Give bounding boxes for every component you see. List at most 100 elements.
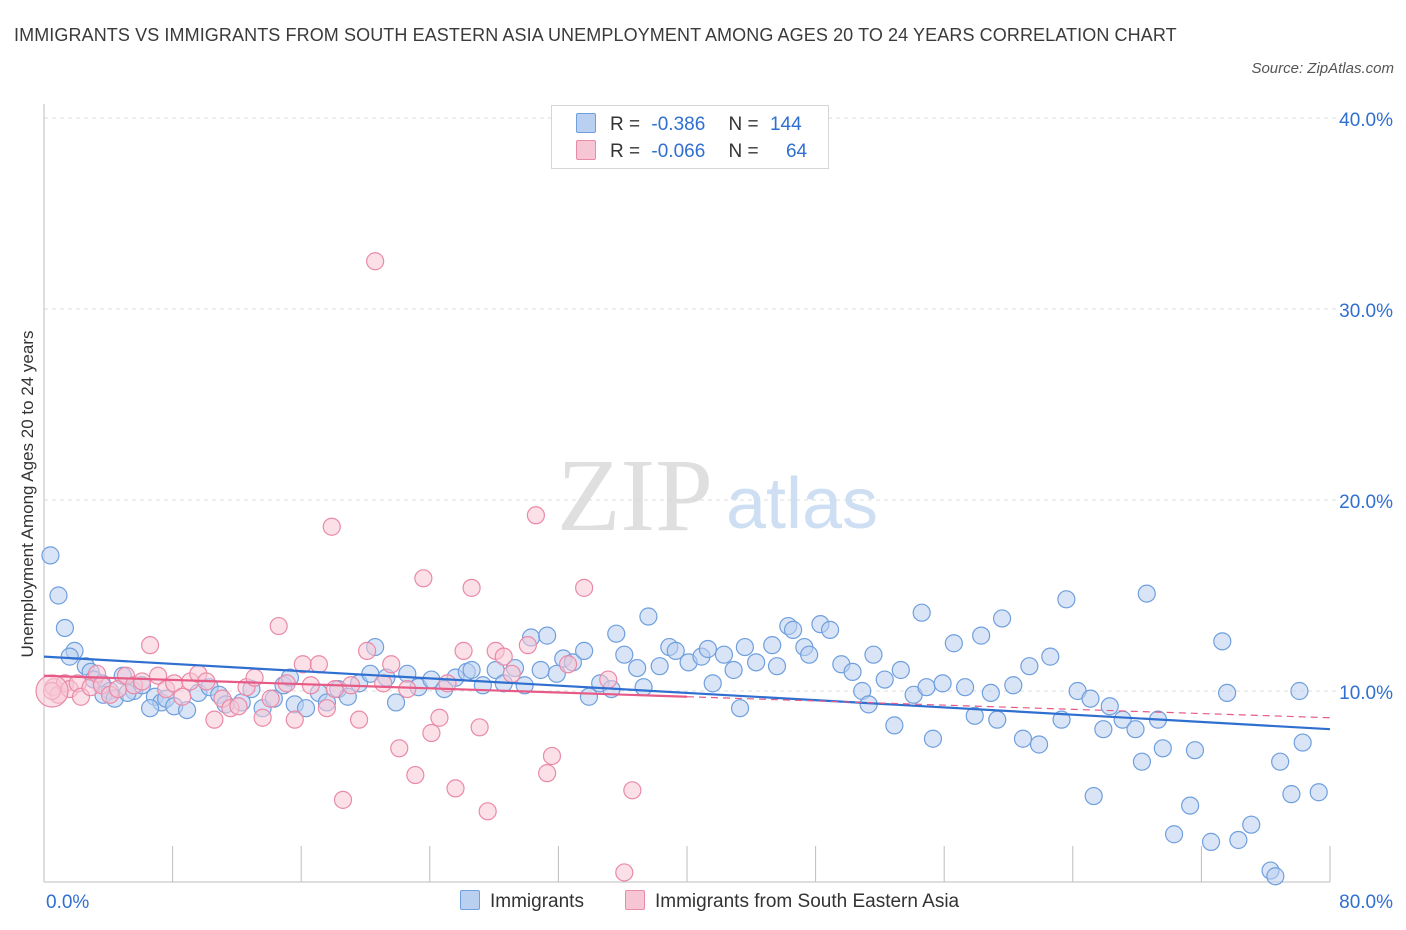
immigrants-point-129 [1181, 796, 1200, 815]
immigrants-point-94 [864, 645, 883, 664]
immigrants-point-97 [891, 660, 910, 680]
immigrants-point-108 [988, 710, 1007, 729]
immigrants-point-101 [923, 729, 943, 748]
sea-point-42 [366, 252, 385, 271]
immigrants-point-43 [398, 664, 417, 683]
immigrants-point-137 [1266, 867, 1285, 886]
sea-point-68 [538, 764, 557, 783]
sea-point-53 [454, 641, 473, 660]
immigrants-point-67 [628, 658, 647, 678]
immigrants-point-113 [1029, 735, 1049, 754]
legend-row-immigrants: R = -0.386 N = 144 [576, 113, 802, 137]
immigrants-point-20 [140, 699, 160, 718]
sea-point-62 [542, 746, 562, 766]
immigrants-point-135 [1242, 815, 1261, 834]
immigrants-point-131 [1201, 832, 1221, 851]
sea-point-49 [422, 723, 441, 743]
immigrants-point-95 [875, 670, 894, 689]
sea-point-67 [322, 517, 341, 536]
y-tick-label-2: 30.0% [1339, 301, 1393, 322]
sea-point-47 [406, 765, 425, 785]
sea-point-35 [309, 655, 328, 674]
sea-point-50 [430, 708, 449, 727]
immigrants-point-42 [386, 693, 406, 712]
immigrants-point-77 [714, 645, 734, 664]
immigrants-point-69 [634, 678, 653, 697]
legend-swatch-pink [576, 140, 596, 160]
immigrants-point-128 [1164, 825, 1184, 844]
sea-point-36 [317, 699, 337, 718]
immigrants-point-133 [1218, 683, 1237, 703]
legend-n-value: 144 [769, 114, 802, 135]
legend-n-value: 64 [785, 141, 808, 162]
sea-point-65 [615, 863, 634, 882]
immigrants-point-107 [981, 683, 1000, 703]
sea-point-46 [398, 679, 417, 699]
immigrants-point-142 [1309, 783, 1328, 802]
legend-label-immigrants: Immigrants [490, 891, 584, 912]
axes [43, 104, 1331, 883]
sea-point-40 [349, 710, 369, 729]
y-tick-label-1: 20.0% [1339, 492, 1393, 513]
immigrants-point-62 [579, 687, 599, 706]
sea-point-52 [446, 779, 465, 798]
immigrants-point-72 [666, 641, 685, 660]
immigrants-point-105 [965, 706, 984, 725]
sea-point-48 [414, 569, 433, 588]
legend-r-value: -0.386 [651, 114, 706, 135]
immigrants-point-114 [1041, 647, 1060, 666]
sea-point-69 [558, 655, 578, 674]
immigrants-point-111 [1013, 729, 1033, 748]
sea-point-29 [261, 689, 280, 708]
immigrants-point-76 [703, 674, 722, 693]
immigrants-point-4 [60, 647, 79, 666]
immigrants-point-78 [724, 660, 743, 680]
correlation-legend: R = -0.386 N = 144 R = -0.066 N = 64 [551, 105, 829, 169]
sea-point-25 [229, 697, 248, 716]
immigrants-point-61 [575, 641, 594, 660]
immigrants-point-115 [1052, 710, 1071, 729]
sea-point-28 [253, 708, 272, 727]
immigrants-point-82 [763, 636, 782, 655]
y-tick-label-0: 10.0% [1339, 683, 1393, 704]
immigrants-point-102 [933, 674, 952, 693]
sea-point-18 [173, 687, 192, 706]
immigrants-point-2 [55, 618, 74, 638]
immigrants-point-118 [1081, 689, 1100, 708]
sea-point-38 [333, 790, 353, 809]
trend-lines [43, 655, 1331, 731]
sea-point-43 [374, 674, 393, 693]
legend-swatch-blue [576, 113, 596, 133]
sea-point-60 [518, 636, 537, 655]
immigrants-point-106 [972, 626, 991, 645]
immigrants-point-81 [747, 653, 766, 672]
sea-point-45 [390, 739, 409, 758]
sea-cluster-bubble [35, 674, 69, 708]
sea-point-63 [575, 578, 594, 597]
immigrants-point-65 [607, 624, 626, 643]
watermark-zip: ZIP [557, 438, 713, 553]
legend-n-label: N = [728, 141, 759, 162]
legend-r-label: R = [610, 141, 641, 162]
immigrants-point-1 [49, 586, 68, 605]
sea-point-14 [140, 636, 160, 655]
x-tick-label-1: 80.0% [1339, 892, 1393, 913]
immigrants-point-75 [698, 639, 717, 659]
immigrants-point-124 [1132, 752, 1152, 771]
sea-point-66 [599, 670, 618, 689]
trend-immigrants [43, 655, 1331, 731]
immigrants-point-127 [1153, 739, 1172, 758]
sea-point-61 [526, 506, 545, 525]
immigrants-point-79 [730, 699, 750, 718]
sea-point-30 [269, 616, 288, 636]
immigrants-point-134 [1229, 830, 1248, 850]
gridlines [44, 117, 1340, 692]
immigrants-point-87 [800, 645, 819, 664]
immigrants-point-33 [296, 699, 316, 718]
sea-point-58 [494, 647, 513, 666]
immigrants-point-70 [650, 657, 669, 676]
immigrants-point-89 [820, 620, 840, 639]
legend-n-label: N = [728, 114, 759, 135]
sea-point-32 [285, 710, 304, 729]
